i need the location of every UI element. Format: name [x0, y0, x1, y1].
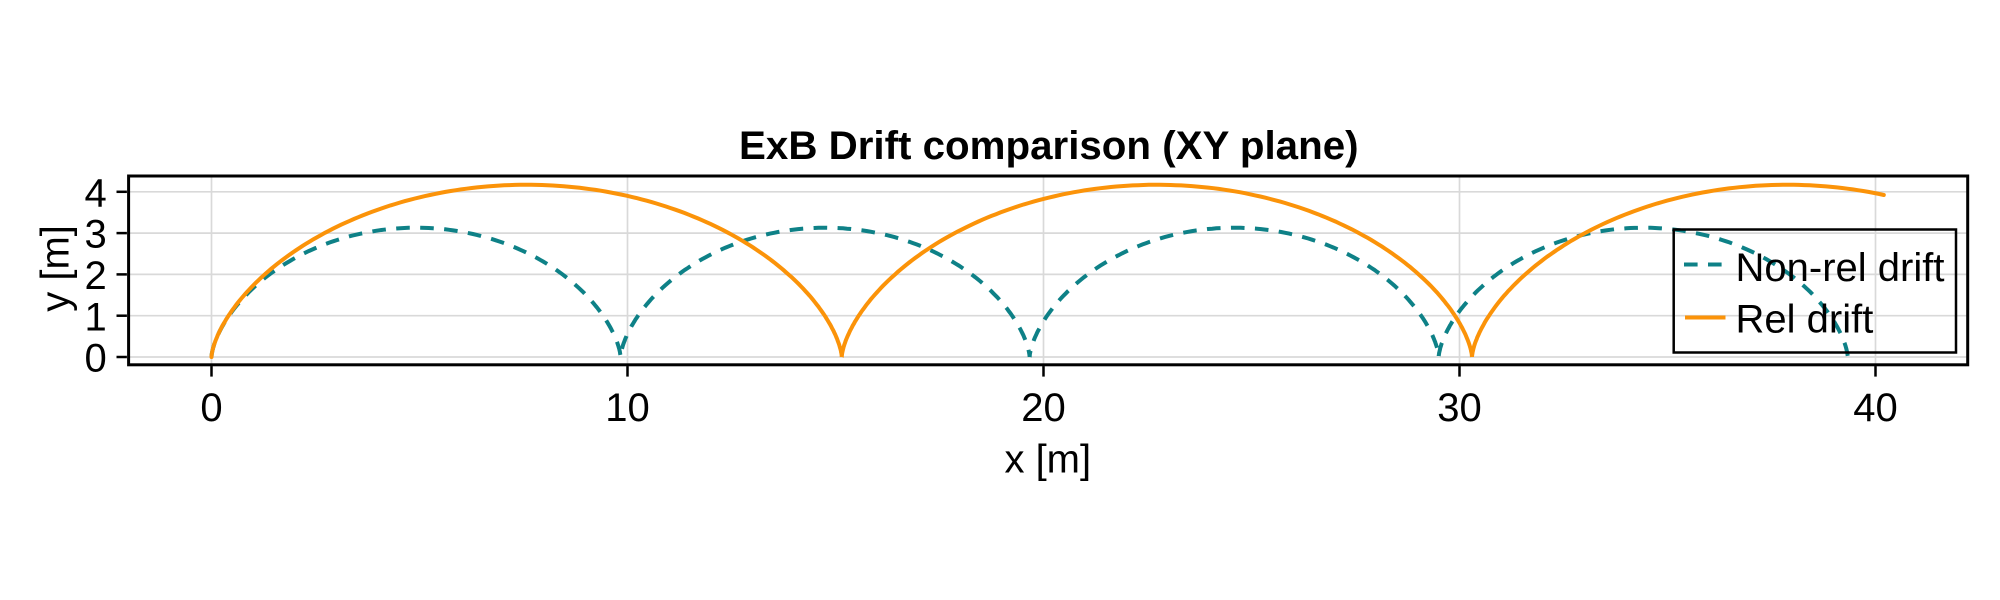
svg-text:ExB Drift comparison (XY plane: ExB Drift comparison (XY plane) [739, 123, 1359, 168]
svg-text:0: 0 [84, 337, 106, 381]
svg-text:Non-rel drift: Non-rel drift [1736, 246, 1945, 290]
svg-text:40: 40 [1853, 386, 1898, 430]
svg-text:0: 0 [200, 386, 222, 430]
svg-text:3: 3 [84, 213, 106, 257]
svg-text:4: 4 [84, 171, 106, 215]
svg-text:Rel drift: Rel drift [1736, 298, 1874, 342]
svg-text:2: 2 [84, 254, 106, 298]
svg-text:10: 10 [605, 386, 650, 430]
svg-text:y [m]: y [m] [33, 225, 77, 312]
svg-text:x [m]: x [m] [1004, 438, 1091, 482]
svg-text:30: 30 [1437, 386, 1482, 430]
svg-text:20: 20 [1021, 386, 1066, 430]
svg-text:1: 1 [84, 295, 106, 339]
